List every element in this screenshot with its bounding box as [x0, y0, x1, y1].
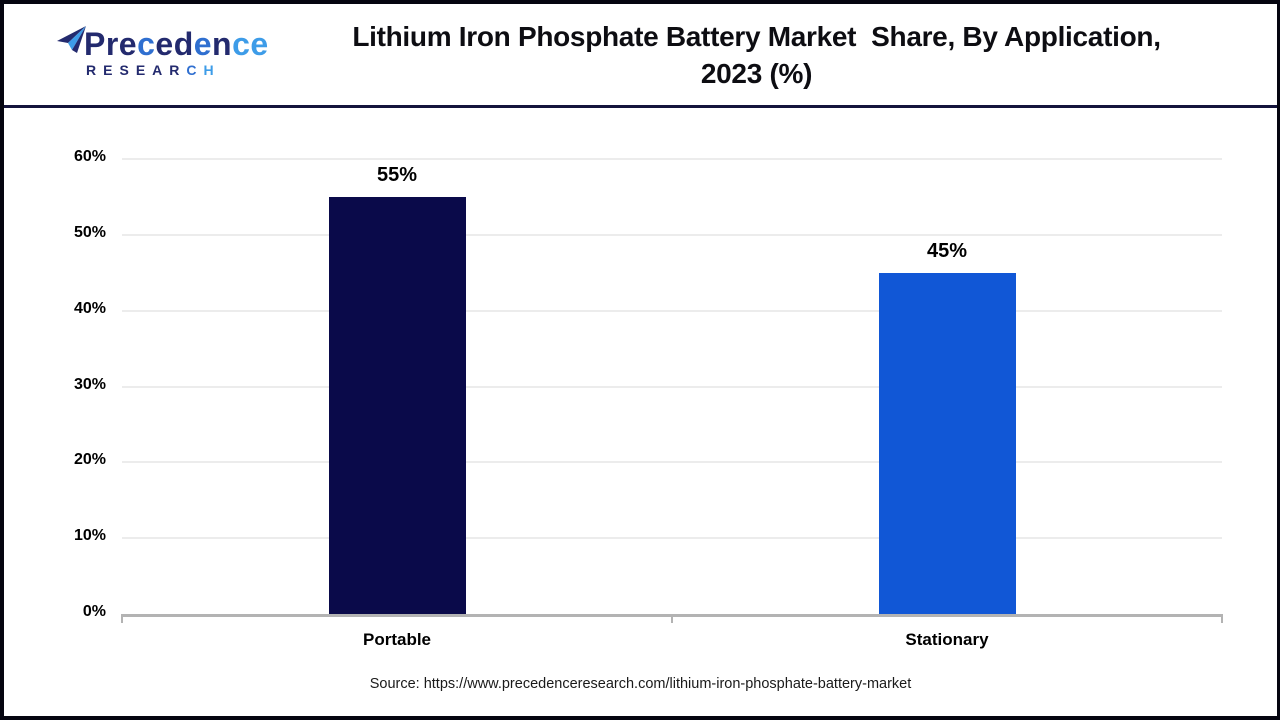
logo-brand-row: Precedence — [56, 24, 268, 64]
gridline-20 — [122, 461, 1222, 464]
precedence-research-logo: Precedence RESEARCH — [56, 24, 268, 78]
gridline-50 — [122, 233, 1222, 236]
chart-title: Lithium Iron Phosphate Battery Market Sh… — [236, 18, 1277, 92]
source-text: Source: https://www.precedenceresearch.c… — [369, 676, 912, 692]
y-axis-label-10: 10% — [73, 527, 106, 545]
x-axis-tick-0 — [121, 614, 123, 623]
chart-title-line-1: Lithium Iron Phosphate Battery Market Sh… — [352, 20, 1161, 52]
x-axis-label-stationary: Stationary — [905, 630, 989, 649]
y-axis-label-50: 50% — [73, 223, 106, 241]
gridline-60 — [122, 158, 1222, 160]
bar-stationary — [878, 272, 1016, 614]
chart-area: Source: https://www.precedenceresearch.c… — [4, 108, 1277, 713]
chart-header: Precedence RESEARCH Lithium Iron Phospha… — [4, 4, 1277, 108]
y-axis-label-40: 40% — [73, 299, 106, 317]
chart-title-line-2: 2023 (%) — [700, 57, 813, 89]
bar-value-label-portable: 55% — [376, 163, 418, 186]
y-axis-label-20: 20% — [73, 451, 106, 469]
x-axis-label-portable: Portable — [362, 630, 432, 649]
x-axis-tick-2 — [1221, 614, 1223, 623]
y-axis-label-0: 0% — [82, 603, 106, 620]
paper-plane-icon — [57, 26, 86, 53]
bar-value-label-stationary: 45% — [926, 239, 968, 262]
bar-portable — [328, 196, 466, 614]
logo-subbrand-text: RESEARCH — [86, 62, 221, 78]
y-axis-label-60: 60% — [73, 148, 106, 165]
y-axis-label-30: 30% — [73, 375, 106, 393]
gridline-40 — [122, 309, 1222, 312]
x-axis-tick-1 — [671, 614, 673, 623]
gridline-30 — [122, 385, 1222, 388]
gridline-10 — [122, 537, 1222, 540]
logo-brand-text: Precedence — [84, 26, 269, 62]
